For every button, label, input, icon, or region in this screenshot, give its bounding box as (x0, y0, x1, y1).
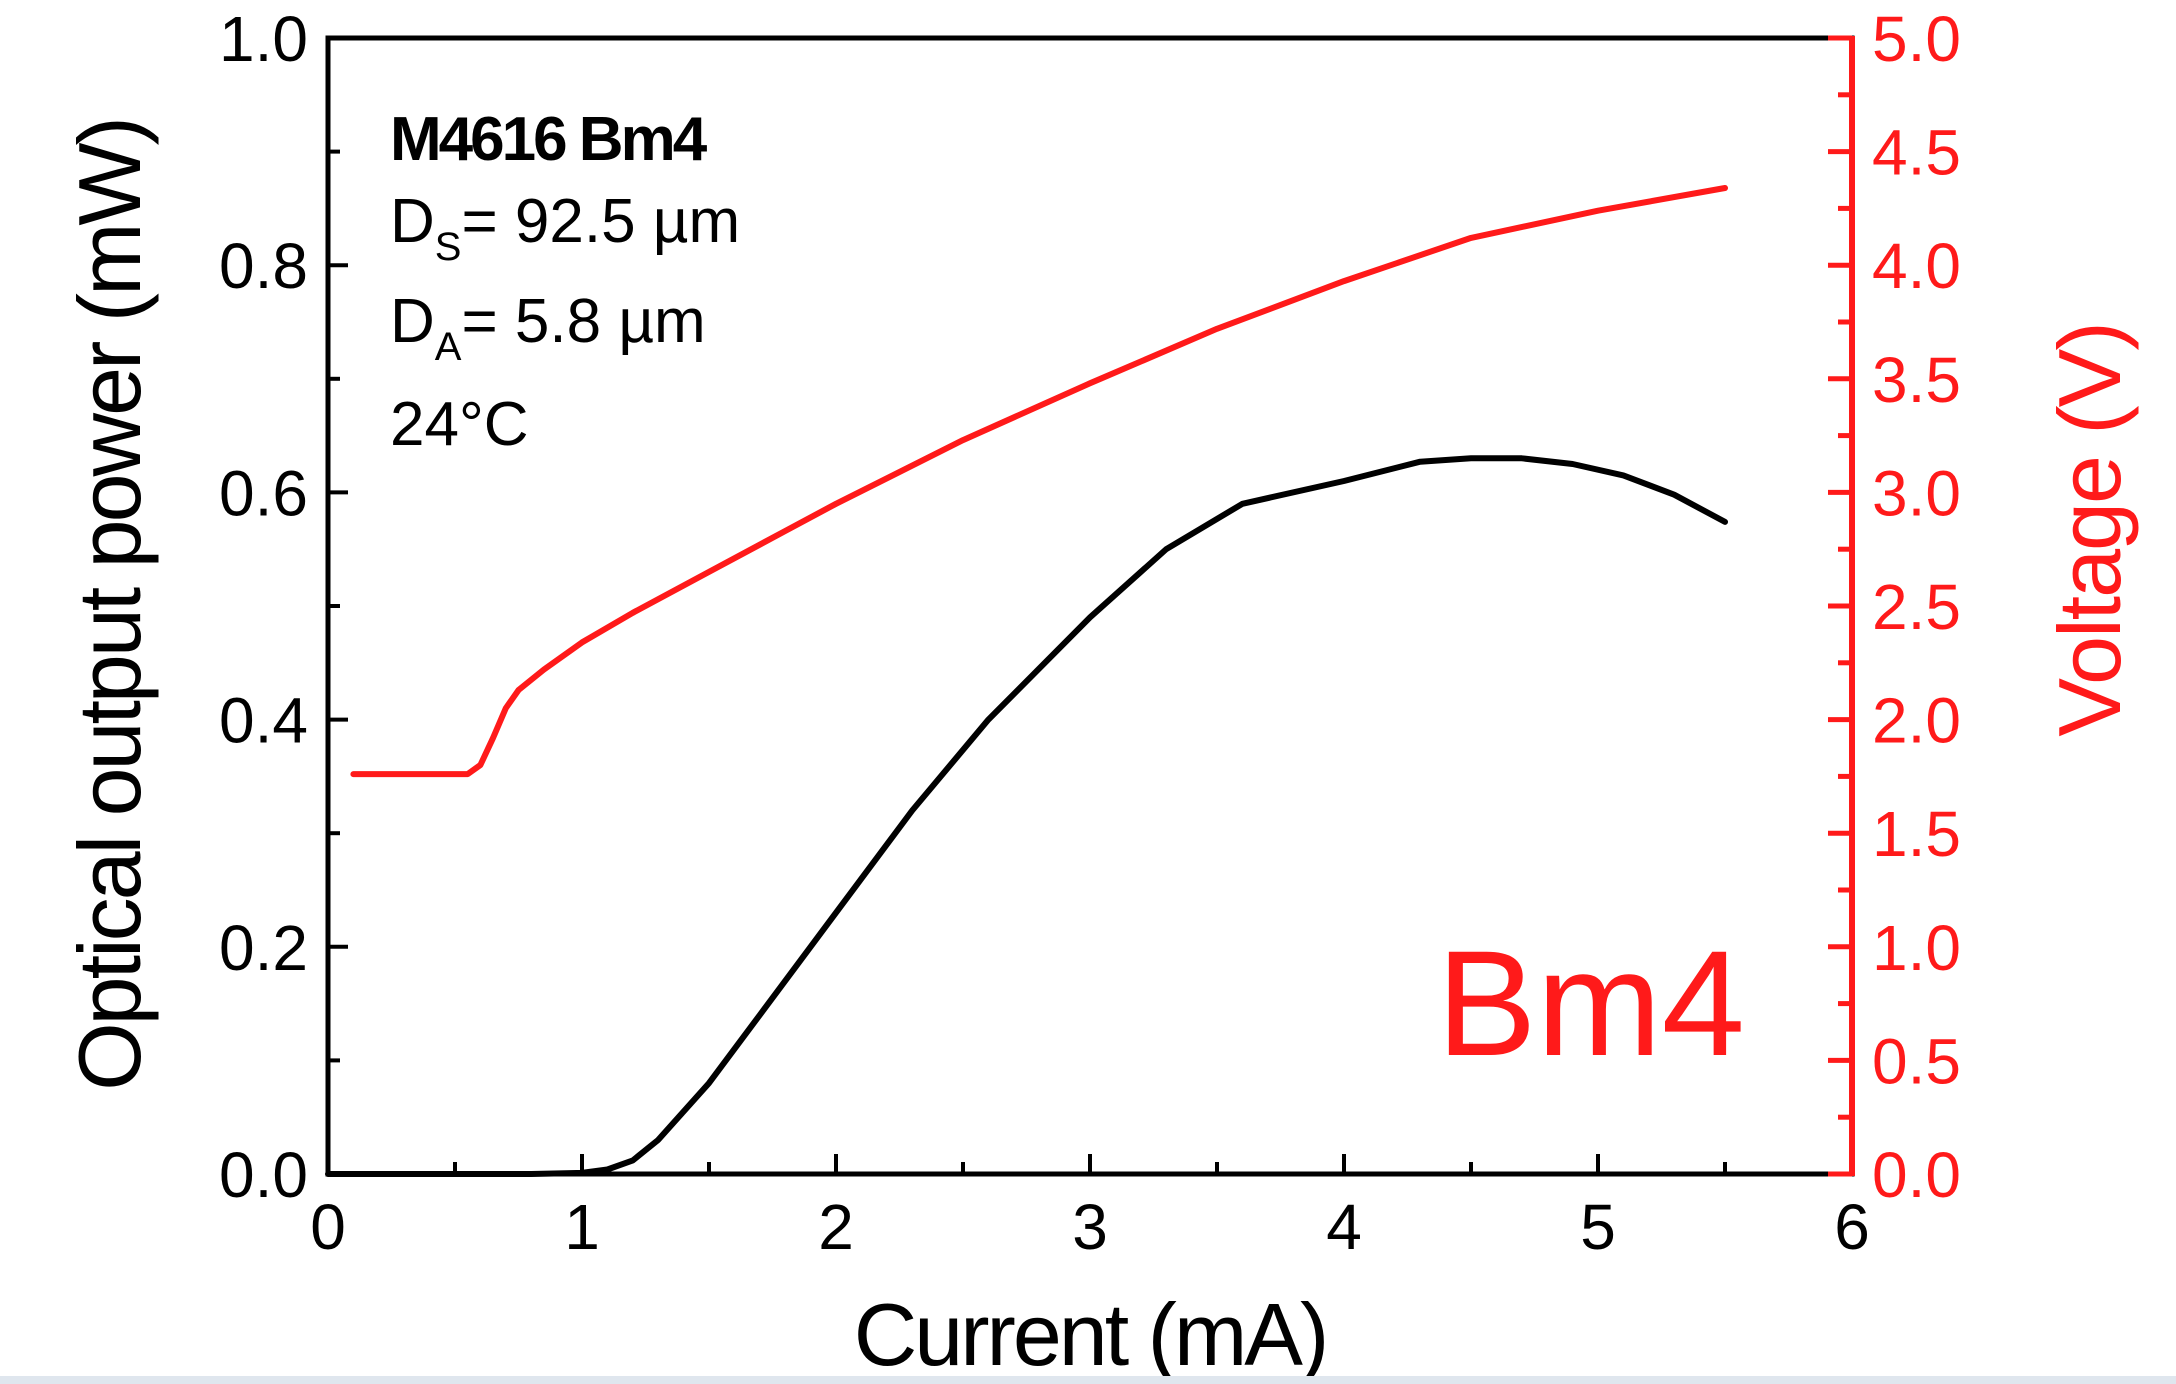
annotation-da-sub: A (435, 325, 462, 369)
annotation-ds-sub: S (435, 225, 462, 269)
y-right-tick-label: 2.5 (1872, 571, 1961, 643)
y-axis-label-right: Voltage (V) (2040, 323, 2139, 736)
y-right-tick-label: 4.0 (1872, 230, 1961, 302)
y-right-tick-label: 0.0 (1872, 1139, 1961, 1211)
x-tick-label: 5 (1580, 1191, 1616, 1263)
y-axis-label-left: Optical output power (mW) (60, 119, 159, 1091)
y-right-tick-label: 1.0 (1872, 912, 1961, 984)
annotation-ds-label: D (390, 187, 435, 256)
x-tick-label: 4 (1326, 1191, 1362, 1263)
annotation-da-label: D (390, 287, 435, 356)
y-right-tick-label: 5.0 (1872, 3, 1961, 75)
series-line-power (325, 455, 1728, 1177)
annotation-ds: DS= 92.5 µm (390, 187, 740, 269)
y-left-tick-label: 0.6 (219, 457, 308, 529)
y-right-tick-label: 3.5 (1872, 344, 1961, 416)
x-tick-label: 6 (1834, 1191, 1870, 1263)
x-tick-label: 2 (818, 1191, 854, 1263)
tick-marks (328, 35, 1852, 1177)
y-right-tick-label: 3.0 (1872, 457, 1961, 529)
x-tick-label: 3 (1072, 1191, 1108, 1263)
y-left-tick-label: 0.0 (219, 1139, 308, 1211)
y-left-tick-label: 1.0 (219, 3, 308, 75)
tick-labels: 0 1 2 3 4 5 60.00.20.40.60.81.00.00.51.01.52.0… (219, 3, 1961, 1263)
y-right-tick-label: 1.5 (1872, 798, 1961, 870)
annotation-temperature: 24°C (390, 390, 529, 459)
y-right-tick-label: 4.5 (1872, 117, 1961, 189)
series-line-voltage (350, 185, 1728, 778)
y-right-tick-label: 2.0 (1872, 685, 1961, 757)
annotation-ds-value: = 92.5 µm (461, 187, 740, 256)
annotation-device: M4616 Bm4 (390, 105, 708, 174)
y-left-tick-label: 0.8 (219, 230, 308, 302)
annotation-big-label: Bm4 (1437, 919, 1745, 1087)
y-right-tick-label: 0.5 (1872, 1025, 1961, 1097)
bottom-strip (0, 1376, 2176, 1384)
x-axis-label: Current (mA) (854, 1285, 1327, 1384)
y-left-tick-label: 0.2 (219, 912, 308, 984)
annotation-da-value: = 5.8 µm (461, 287, 705, 356)
annotation-da: DA= 5.8 µm (390, 287, 706, 369)
x-tick-label: 0 (310, 1191, 346, 1263)
x-tick-label: 1 (564, 1191, 600, 1263)
y-left-tick-label: 0.4 (219, 685, 308, 757)
